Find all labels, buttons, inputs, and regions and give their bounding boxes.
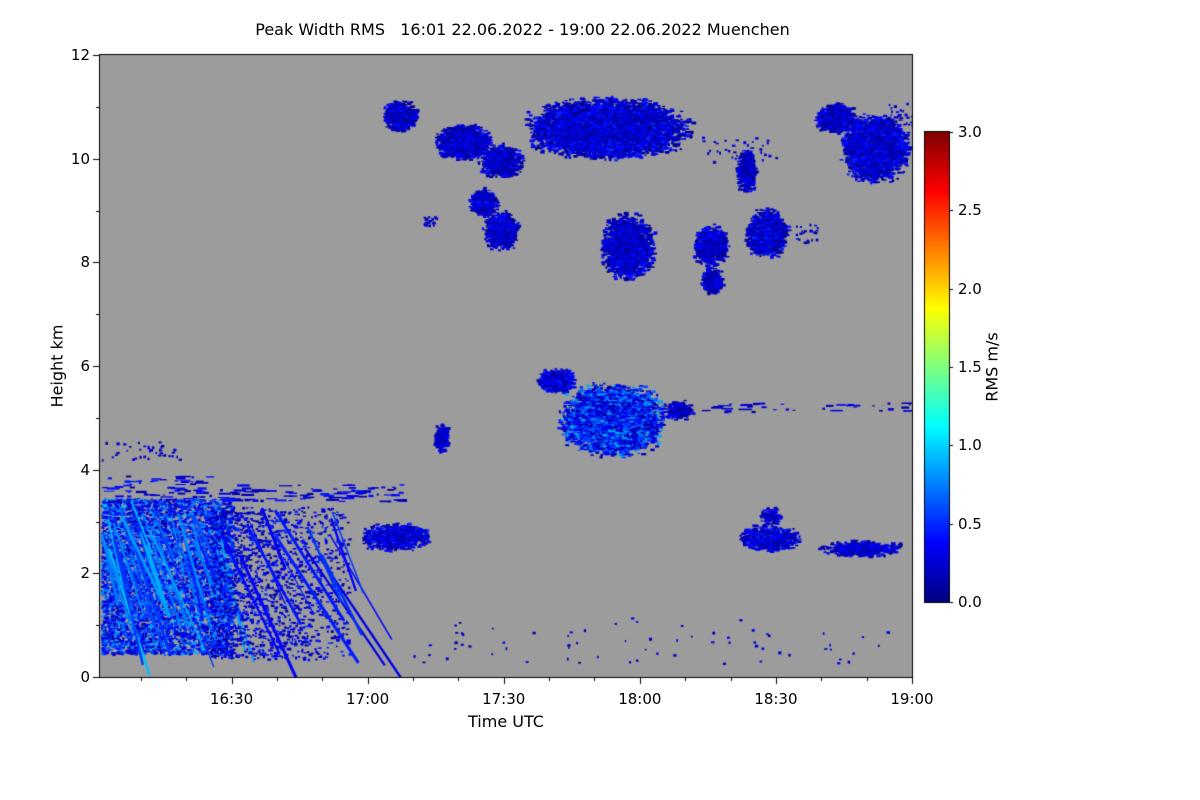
y-axis-label: Height km (47, 324, 67, 408)
x-axis-label: Time UTC (468, 712, 544, 731)
chart-title: Peak Width RMS 16:01 22.06.2022 - 19:00 … (255, 20, 790, 39)
colorbar-label: RMS m/s (982, 332, 1002, 402)
